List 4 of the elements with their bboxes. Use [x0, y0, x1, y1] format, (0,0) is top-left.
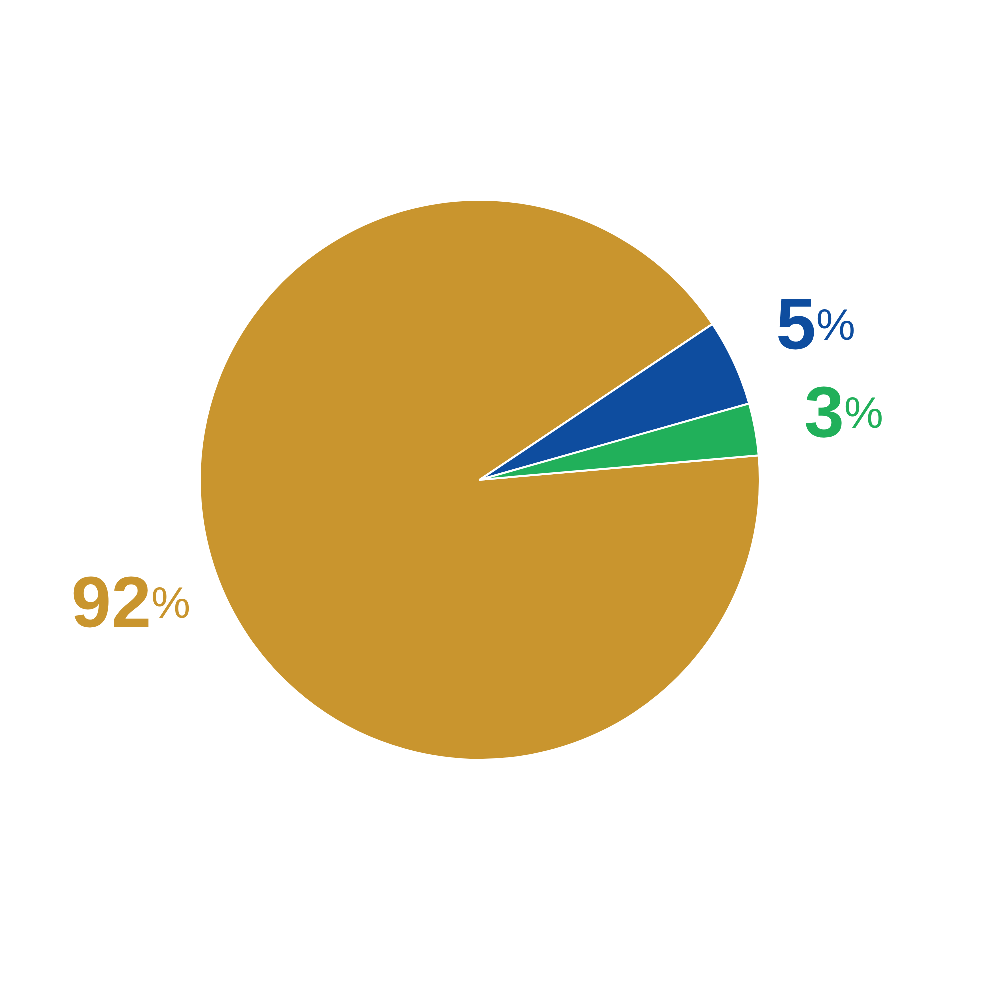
data-label: 92% [71, 562, 191, 643]
pie-slice [199, 199, 761, 761]
data-label: 5% [776, 284, 856, 365]
data-label: 3% [804, 373, 884, 454]
